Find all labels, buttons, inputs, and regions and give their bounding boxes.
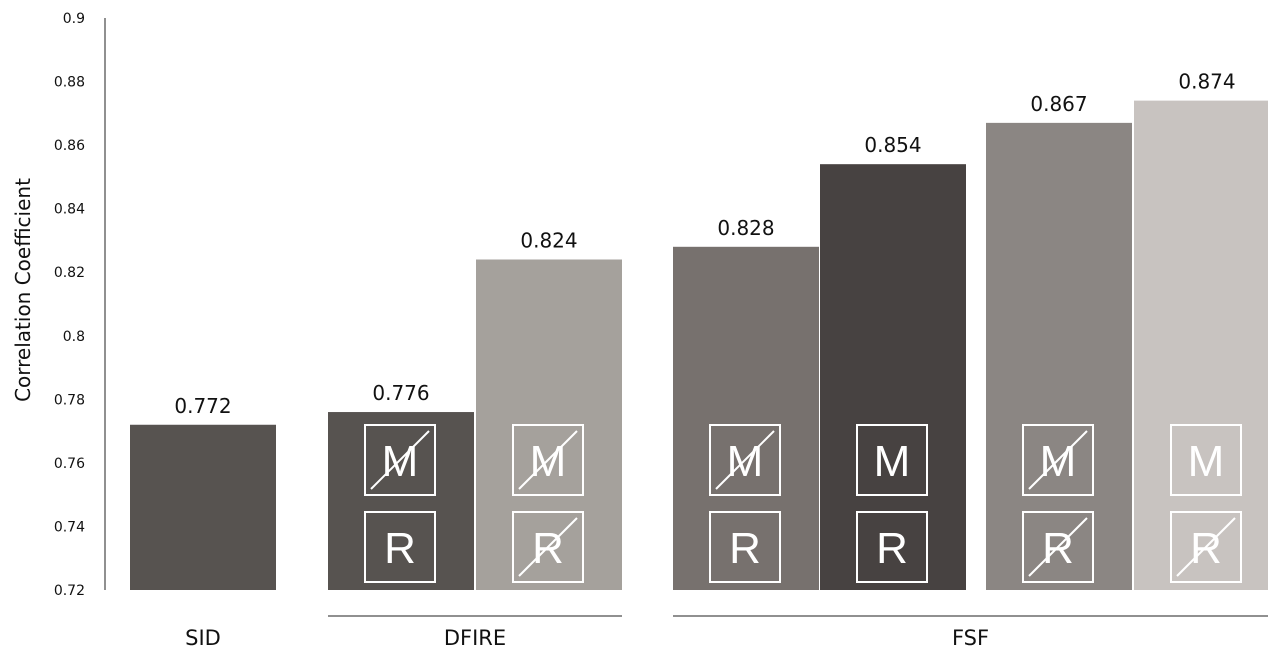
- data-label: 0.867: [1030, 92, 1087, 116]
- badge-letter: R: [1190, 524, 1222, 573]
- bar: [986, 122, 1132, 590]
- crossed-badge-m: M: [709, 424, 781, 496]
- crossed-badge-m: M: [1022, 424, 1094, 496]
- badge-m: M: [856, 424, 928, 496]
- y-tick-label: 0.88: [54, 75, 85, 91]
- badge-strike: [715, 430, 775, 490]
- badge-box: [856, 511, 928, 583]
- crossed-badge-m: M: [512, 424, 584, 496]
- data-label: 0.824: [520, 229, 577, 253]
- bar: [1134, 100, 1268, 590]
- badge-strike: [1028, 517, 1088, 577]
- badge-strike: [1176, 517, 1236, 577]
- crossed-badge-m: M: [364, 424, 436, 496]
- badge-letter: M: [530, 437, 567, 486]
- badge-box: [512, 511, 584, 583]
- data-label: 0.828: [717, 216, 774, 240]
- badge-box: [1170, 511, 1242, 583]
- badge-r: R: [856, 511, 928, 583]
- bars: 0.7720.776MR0.824MR0.828MR0.854MR0.867MR…: [130, 70, 1268, 591]
- data-label: 0.772: [174, 394, 231, 418]
- badge-box: [856, 424, 928, 496]
- crossed-badge-r: R: [1170, 511, 1242, 583]
- badge-strike: [518, 517, 578, 577]
- badge-letter: M: [727, 437, 764, 486]
- group-label: SID: [185, 626, 221, 650]
- bar-group: 0.824 MR: [476, 229, 622, 590]
- crossed-badge-r: R: [1022, 511, 1094, 583]
- badge-r: R: [709, 511, 781, 583]
- badge-letter: M: [1188, 437, 1225, 486]
- bar: [130, 424, 276, 590]
- badge-letter: M: [382, 437, 419, 486]
- group-label: DFIRE: [444, 626, 506, 650]
- y-tick-label: 0.82: [54, 265, 85, 281]
- bar: [328, 412, 474, 590]
- badge-strike: [370, 430, 430, 490]
- badge-letter: R: [729, 524, 761, 573]
- badge-letter: M: [874, 437, 911, 486]
- bar-group: 0.854 MR: [820, 133, 966, 590]
- badge-box: [512, 424, 584, 496]
- badge-box: [1022, 424, 1094, 496]
- data-label: 0.854: [864, 133, 921, 157]
- badge-box: [364, 511, 436, 583]
- bar-group: 0.874 MR: [1134, 70, 1268, 590]
- y-tick-label: 0.76: [54, 456, 85, 472]
- badge-letter: M: [1040, 437, 1077, 486]
- y-tick-label: 0.74: [54, 519, 85, 535]
- badge-letter: R: [1042, 524, 1074, 573]
- badge-m: M: [1170, 424, 1242, 496]
- bar-group: 0.867 MR: [986, 92, 1132, 590]
- badge-box: [709, 424, 781, 496]
- bar-group: 0.828 MR: [673, 216, 819, 591]
- badge-box: [1170, 424, 1242, 496]
- y-tick-label: 0.84: [54, 202, 85, 218]
- badge-box: [364, 424, 436, 496]
- y-axis-title: Correlation Coefficient: [11, 178, 35, 402]
- y-tick-label: 0.72: [54, 583, 85, 599]
- bar-group: 0.776 MR: [328, 381, 474, 590]
- badge-strike: [518, 430, 578, 490]
- badge-box: [709, 511, 781, 583]
- y-tick-label: 0.8: [63, 329, 85, 345]
- data-label: 0.874: [1178, 70, 1235, 94]
- badge-letter: R: [876, 524, 908, 573]
- data-label: 0.776: [372, 381, 429, 405]
- y-tick-label: 0.86: [54, 138, 85, 154]
- bar: [673, 246, 819, 591]
- badge-letter: R: [384, 524, 416, 573]
- badge-strike: [1028, 430, 1088, 490]
- bar: [820, 164, 966, 590]
- group-label: FSF: [952, 626, 989, 650]
- group-labels: SID DFIRE FSF: [185, 615, 1268, 650]
- crossed-badge-r: R: [512, 511, 584, 583]
- y-tick-label: 0.78: [54, 392, 85, 408]
- y-tick-label: 0.9: [63, 11, 85, 27]
- badge-r: R: [364, 511, 436, 583]
- badge-letter: R: [532, 524, 564, 573]
- y-tick-labels: 0.72 0.74 0.76 0.78 0.8 0.82 0.84 0.86 0.88 0.9: [54, 11, 85, 599]
- badge-box: [1022, 511, 1094, 583]
- bar-group: 0.772: [130, 394, 276, 590]
